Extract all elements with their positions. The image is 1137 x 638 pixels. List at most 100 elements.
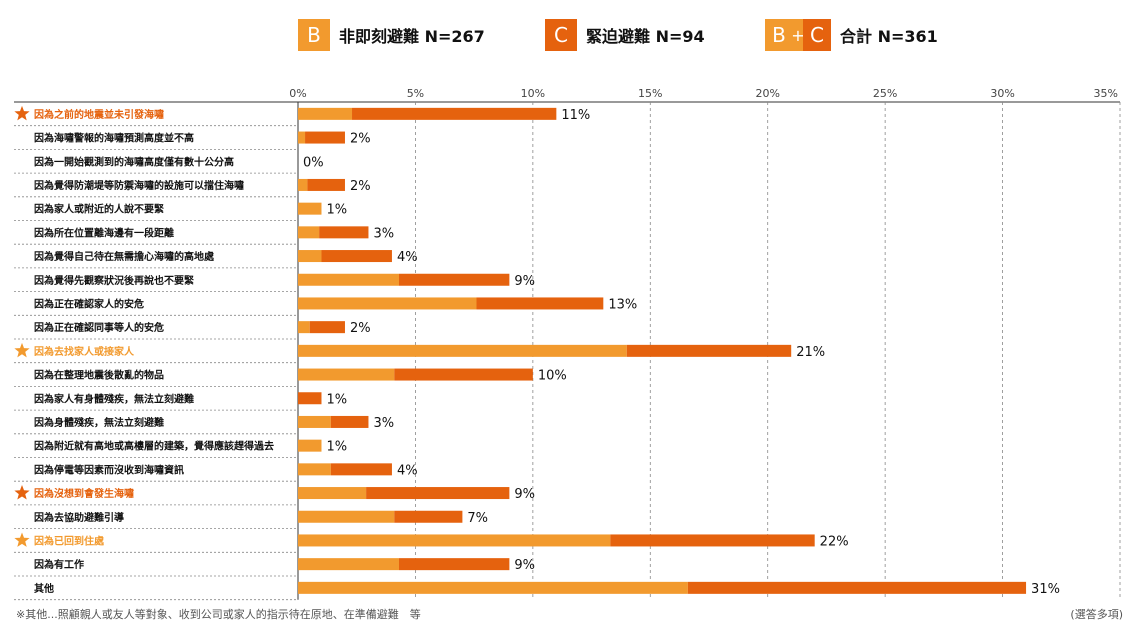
category-label: 因為沒想到會發生海嘯 <box>34 487 134 500</box>
total-label: 31% <box>1031 582 1060 597</box>
total-label: 2% <box>350 179 371 194</box>
legend: B 非即刻避難 N=267 C 緊迫避難 N=94 B + C 合計 N=361 <box>0 0 1137 70</box>
bar-b <box>298 463 331 476</box>
legend-item-c: C 緊迫避難 N=94 <box>545 19 705 51</box>
total-label: 9% <box>514 487 535 502</box>
bar-c <box>394 368 533 381</box>
category-label: 因為家人或附近的人說不要緊 <box>34 203 164 216</box>
category-label: 因為之前的地震並未引發海嘯 <box>34 108 164 121</box>
bar-b <box>298 581 688 594</box>
category-label: 因為海嘯警報的海嘯預測高度並不高 <box>34 132 194 145</box>
bar-b <box>298 273 399 286</box>
bar-b <box>298 415 331 428</box>
total-label: 9% <box>514 274 535 289</box>
category-label: 因為已回到住處 <box>34 534 105 547</box>
total-label: 7% <box>467 511 488 526</box>
category-label: 因為附近就有高地或高樓層的建築，覺得應該趕得過去 <box>34 440 274 453</box>
total-label: 1% <box>326 203 347 218</box>
total-label: 3% <box>373 416 394 431</box>
category-label: 因為正在確認家人的安危 <box>34 297 144 310</box>
legend-swatch-b: B <box>298 19 330 51</box>
bar-b <box>298 178 308 191</box>
category-label: 因為去協助避難引導 <box>34 511 124 524</box>
bar-b <box>298 487 367 500</box>
category-label: 因為家人有身體殘疾，無法立刻避難 <box>34 392 194 405</box>
bar-b <box>298 368 395 381</box>
total-label: 2% <box>350 321 371 336</box>
bar-chart: 0% 5% 10% 15% 20% 25% 30% 35% 因為之前的地震並未引發海嘯 11% 因為… <box>14 87 1121 601</box>
bar-c <box>319 226 369 239</box>
category-label: 因為停電等因素而沒收到海嘯資訊 <box>34 463 184 476</box>
bar-c <box>309 321 345 334</box>
category-label: 因為覺得先觀察狀況後再說也不要緊 <box>34 274 194 287</box>
category-label: 因為覺得防潮堤等防禦海嘯的設施可以擋住海嘯 <box>34 179 244 192</box>
bar-b <box>298 250 322 263</box>
star-icon <box>14 105 30 121</box>
total-label: 0% <box>303 155 324 170</box>
total-label: 9% <box>514 558 535 573</box>
bar-c <box>476 297 604 310</box>
bar-c <box>394 510 463 523</box>
total-label: 13% <box>608 297 637 312</box>
total-label: 4% <box>397 463 418 478</box>
total-label: 1% <box>326 392 347 407</box>
x-tick-label: 0% <box>289 87 306 100</box>
total-label: 11% <box>561 108 590 123</box>
star-icon <box>14 532 30 547</box>
bar-c <box>305 131 345 144</box>
x-tick-label: 25% <box>873 87 897 100</box>
total-label: 2% <box>350 132 371 147</box>
category-label: 因為正在確認同事等人的安危 <box>34 321 164 334</box>
bar-c <box>321 250 392 263</box>
bar-c <box>298 392 322 405</box>
bar-c <box>610 534 815 547</box>
total-label: 1% <box>326 440 347 455</box>
x-tick-label: 15% <box>638 87 662 100</box>
bar-c <box>687 581 1027 594</box>
legend-swatch-bc: B + C <box>765 19 831 51</box>
bar-c <box>626 344 792 357</box>
bar-b <box>298 510 395 523</box>
total-label: 3% <box>373 226 394 241</box>
bar-c <box>330 415 369 428</box>
category-label: 因為在整理地震後散亂的物品 <box>34 369 164 382</box>
legend-label-c: 緊迫避難 N=94 <box>586 27 705 46</box>
category-label: 因為所在位置離海邊有一段距離 <box>34 226 174 239</box>
footnote: ※其他...照顧親人或友人等對象、收到公司或家人的指示待在原地、在準備避難 等 <box>16 608 421 621</box>
star-icon <box>14 342 30 358</box>
legend-swatch-bc-c: C <box>803 19 831 51</box>
bar-b <box>298 321 310 334</box>
category-label: 因為有工作 <box>34 558 84 571</box>
x-tick-label: 30% <box>990 87 1014 100</box>
bar-c <box>398 558 510 571</box>
bar-b <box>298 226 320 239</box>
x-tick-label: 5% <box>407 87 424 100</box>
category-label: 因為去找家人或接家人 <box>34 345 135 358</box>
legend-item-bc: B + C 合計 N=361 <box>765 19 938 51</box>
bar-b <box>298 439 322 452</box>
legend-swatch-bc-b: B <box>765 19 793 51</box>
category-label: 因為身體殘疾，無法立刻避難 <box>34 416 164 429</box>
bar-c <box>330 463 392 476</box>
legend-swatch-bc-plus: + <box>791 19 805 51</box>
bar-b <box>298 534 611 547</box>
star-icon <box>14 485 30 500</box>
x-tick-label: 20% <box>755 87 779 100</box>
bar-b <box>298 107 353 120</box>
legend-label-bc: 合計 N=361 <box>840 27 938 46</box>
bar-b <box>298 202 322 215</box>
x-tick-label: 10% <box>521 87 545 100</box>
x-tick-label: 35% <box>1094 87 1118 100</box>
legend-label-b: 非即刻避難 N=267 <box>339 27 485 46</box>
category-label: 其他 <box>34 582 54 595</box>
bar-b <box>298 558 399 571</box>
bar-c <box>398 273 510 286</box>
multi-select-note: (選答多項) <box>1070 608 1123 621</box>
total-label: 22% <box>820 534 849 549</box>
bar-c <box>352 107 557 120</box>
bar-b <box>298 344 627 357</box>
bar-b <box>298 131 306 144</box>
legend-swatch-c: C <box>545 19 577 51</box>
bar-b <box>298 297 477 310</box>
total-label: 4% <box>397 250 418 265</box>
